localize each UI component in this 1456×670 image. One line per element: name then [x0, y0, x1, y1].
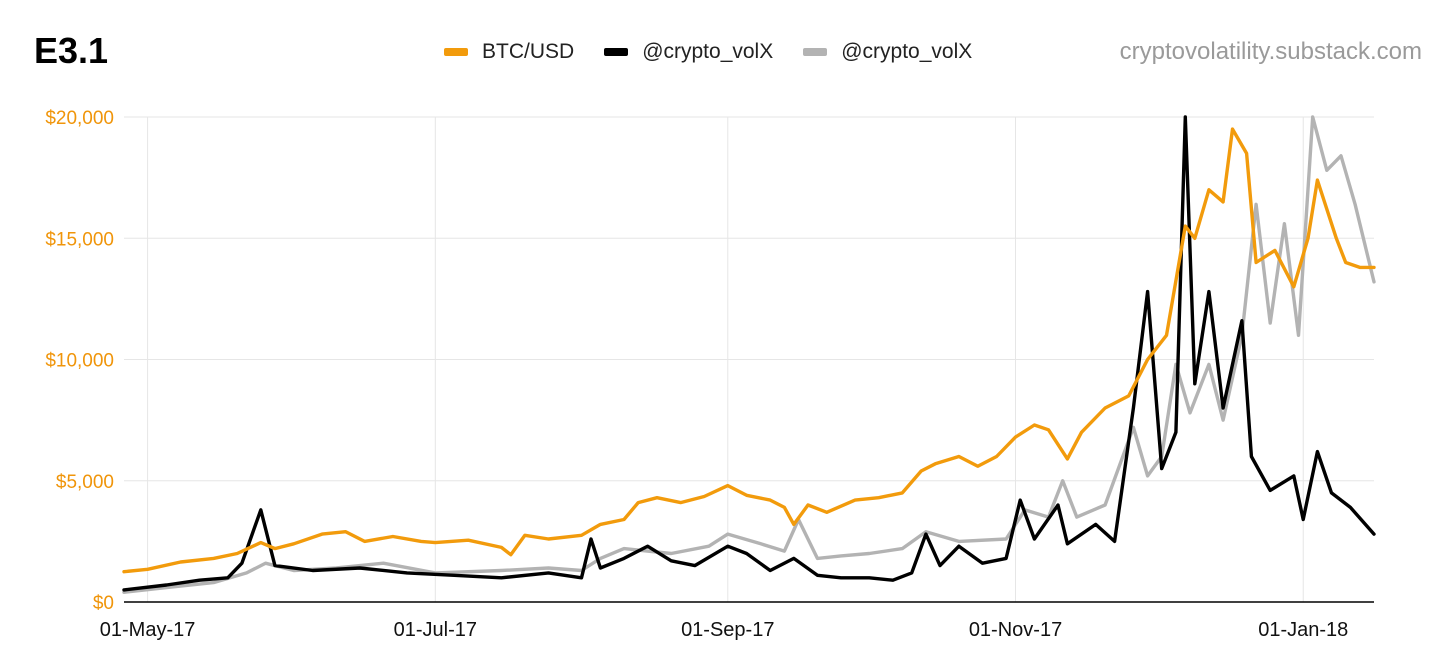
legend: BTC/USD @crypto_volX @crypto_volX	[444, 40, 1002, 64]
y-tick-label: $10,000	[45, 351, 114, 372]
legend-item-btc: BTC/USD	[444, 40, 574, 64]
y-tick-label: $5,000	[56, 472, 114, 493]
x-tick-label: 01-Jul-17	[394, 619, 477, 641]
x-tick-label: 01-Nov-17	[969, 619, 1062, 641]
y-tick-label: $15,000	[45, 229, 114, 250]
chart-title: E3.1	[34, 30, 109, 71]
watermark: cryptovolatility.substack.com	[1119, 38, 1422, 65]
y-tick-label: $20,000	[45, 108, 114, 129]
legend-label-volx-gray: @crypto_volX	[841, 40, 973, 63]
legend-swatch-volx-gray	[803, 48, 828, 56]
x-tick-label: 01-May-17	[100, 619, 196, 641]
legend-item-volx-gray: @crypto_volX	[803, 40, 972, 64]
x-tick-label: 01-Sep-17	[681, 619, 774, 641]
legend-label-volx-black: @crypto_volX	[642, 40, 774, 63]
series-line-btc-usd	[122, 127, 1376, 574]
series-line-volx-black	[122, 115, 1376, 592]
x-tick-label: 01-Jan-18	[1258, 619, 1348, 641]
legend-swatch-btc	[444, 48, 468, 56]
legend-label-btc: BTC/USD	[482, 40, 575, 63]
legend-item-volx-black: @crypto_volX	[604, 40, 773, 64]
legend-swatch-volx-black	[604, 48, 629, 56]
y-tick-label: $0	[93, 593, 114, 614]
